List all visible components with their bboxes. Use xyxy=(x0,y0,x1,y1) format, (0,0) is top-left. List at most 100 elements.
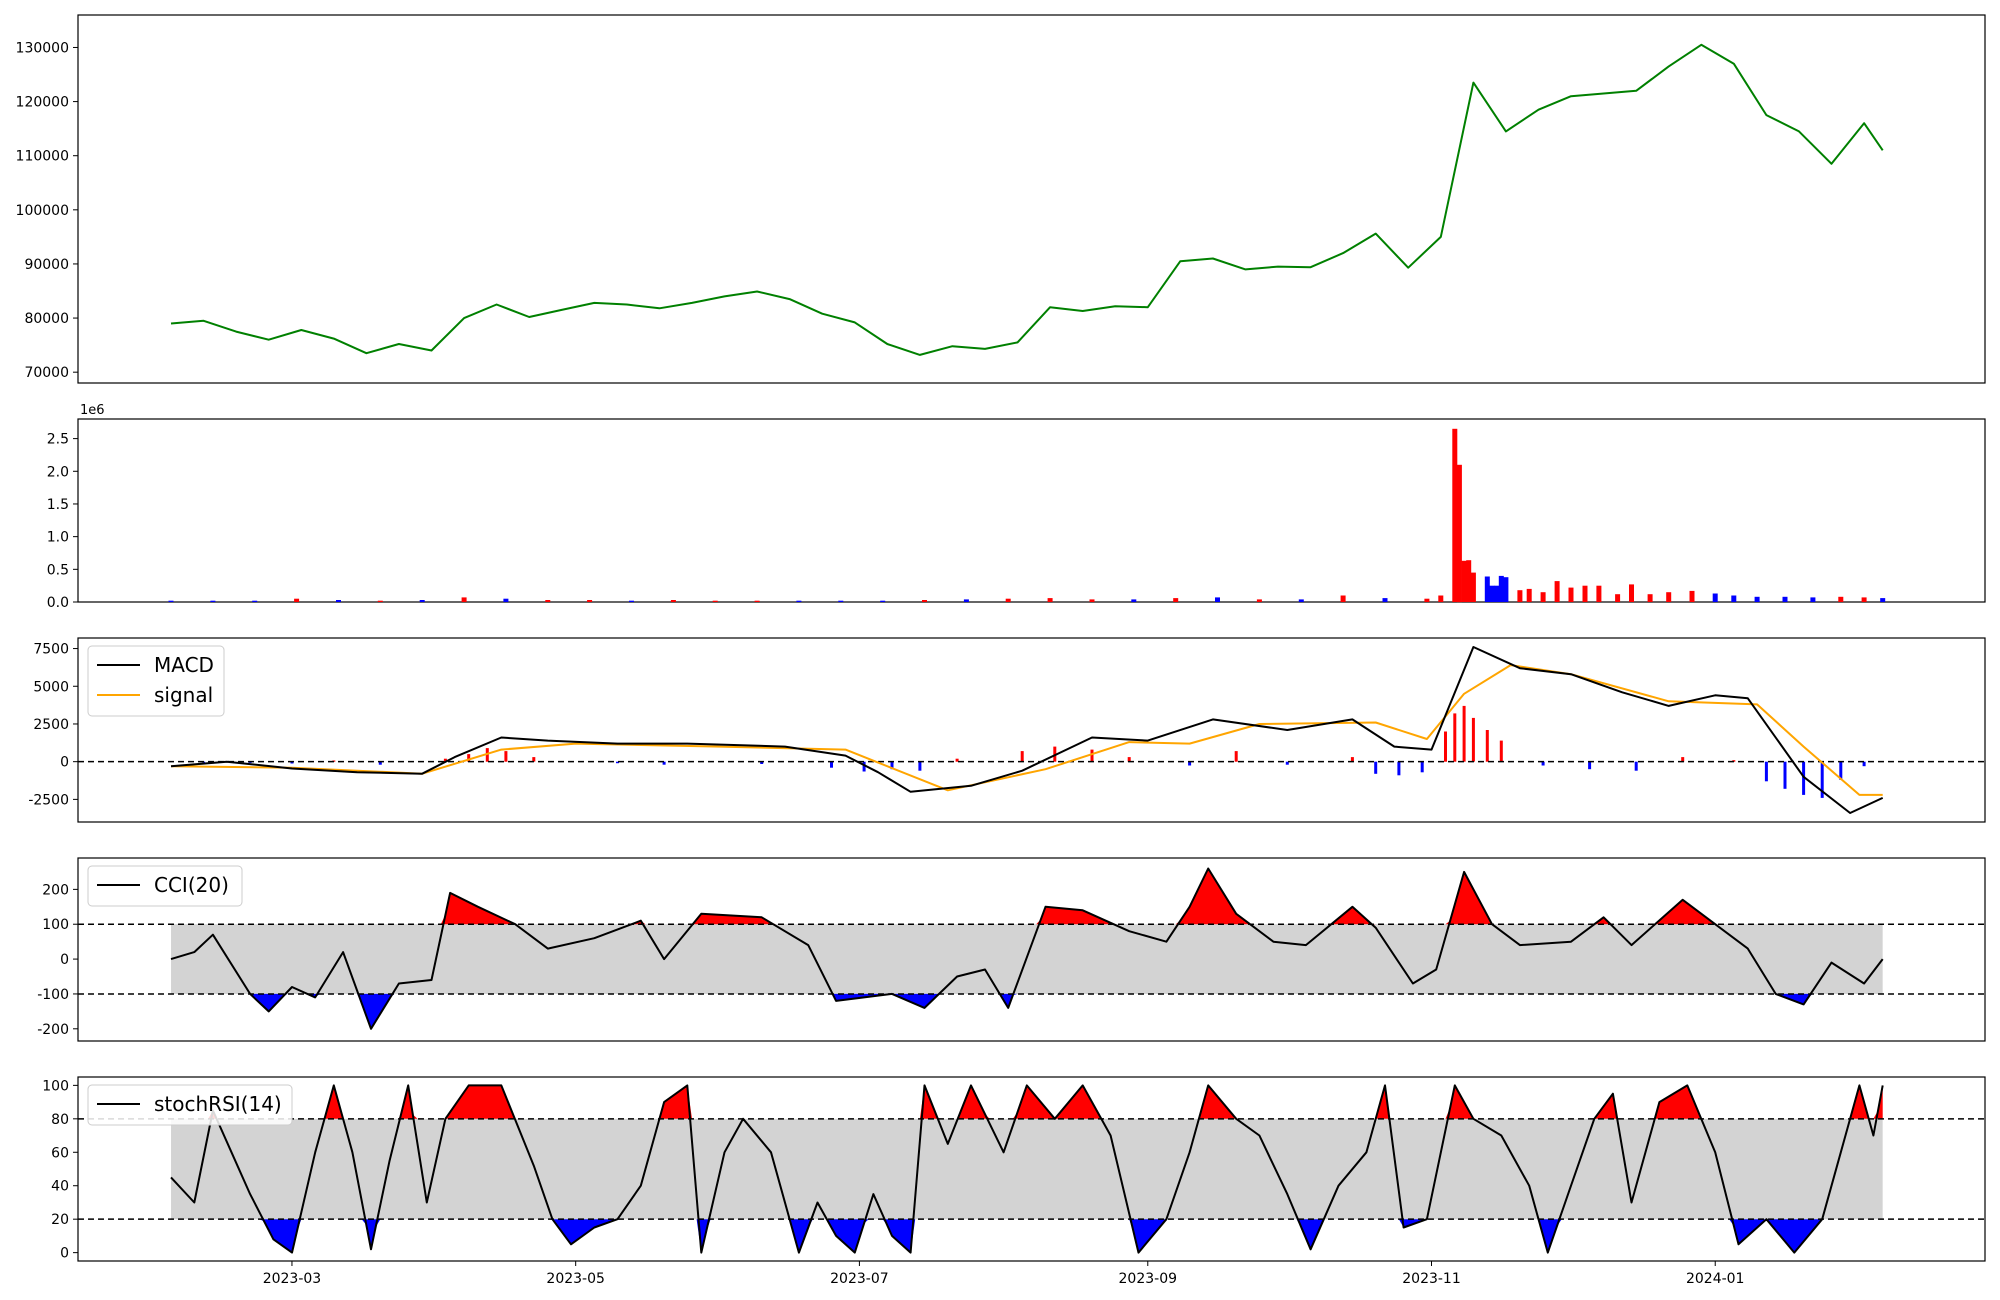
macd-legend-box xyxy=(87,645,225,717)
volume-bar xyxy=(1470,572,1476,602)
x-tick-label: 2023-11 xyxy=(1402,1271,1461,1287)
cci-series xyxy=(78,867,1985,1030)
volume-bar xyxy=(503,598,509,602)
volume-bar xyxy=(963,599,969,602)
volume-bar xyxy=(294,598,300,602)
volume-bar xyxy=(1256,599,1262,602)
volume-bar xyxy=(1615,594,1621,602)
volume-bar xyxy=(1005,598,1011,602)
macd-histogram-bar xyxy=(1350,757,1354,762)
volume-bar xyxy=(1731,595,1737,602)
volume-bar xyxy=(1340,595,1346,602)
macd-histogram-bar xyxy=(467,754,471,762)
panel-cci: -200 -100 0 100 200 CCI(20) xyxy=(37,857,1986,1042)
volume-bar xyxy=(838,600,844,602)
macd-histogram-bar xyxy=(1090,749,1094,762)
volume-bar xyxy=(1456,464,1462,603)
volume-bar xyxy=(336,600,341,602)
macd-histogram-bar xyxy=(1783,761,1787,789)
volume-bar xyxy=(922,600,927,602)
volume-bar xyxy=(545,600,551,602)
volume-bar xyxy=(1582,585,1588,602)
macd-histogram-bar xyxy=(918,761,922,771)
volume-bar xyxy=(1554,581,1560,602)
panel-stochrsi: 0 20 40 60 80 100 stochRSI(14) xyxy=(42,1076,1986,1262)
macd-histogram-bar xyxy=(532,757,536,762)
price-series xyxy=(170,43,1884,356)
volume-bar xyxy=(1540,592,1546,602)
cci-ytick-label: -100 xyxy=(37,987,69,1003)
macd-histogram-bar xyxy=(1802,761,1806,795)
signal-legend-label: signal xyxy=(154,683,213,707)
macd-histogram-bar xyxy=(1634,761,1638,771)
macd-histogram-bar xyxy=(1020,751,1024,762)
volume-ytick-label: 1.0 xyxy=(47,530,69,546)
macd-histogram-bar xyxy=(290,761,294,764)
volume-ytick-label: 2.0 xyxy=(47,464,69,480)
volume-bar xyxy=(1047,598,1053,602)
volume-plot-area xyxy=(77,418,1986,603)
volume-bar xyxy=(1861,597,1867,602)
macd-histogram-bar xyxy=(890,761,894,770)
panel-volume: 0.0 0.5 1.0 1.5 2.0 2.5 1e6 xyxy=(47,403,1986,611)
macd-line xyxy=(170,646,1884,814)
volume-bar xyxy=(1089,599,1095,602)
macd-histogram-bar xyxy=(1499,740,1503,762)
volume-bar xyxy=(1838,596,1844,602)
shared-x-axis: 2023-03 2023-05 2023-07 2023-09 2023-11 2024-… xyxy=(263,1261,1745,1287)
volume-bar xyxy=(1880,598,1886,602)
volume-bar xyxy=(461,597,467,602)
volume-bar xyxy=(1754,596,1760,602)
price-ytick-label: 130000 xyxy=(16,40,69,56)
volume-bar xyxy=(712,600,718,602)
macd-legend: MACD signal xyxy=(87,645,225,717)
price-ytick-label: 70000 xyxy=(24,365,69,381)
macd-histogram-bar xyxy=(1374,761,1378,774)
macd-ytick-label: -2500 xyxy=(28,792,69,808)
x-tick-label: 2024-01 xyxy=(1686,1271,1745,1287)
macd-histogram-bar xyxy=(1127,757,1131,762)
price-ytick-label: 100000 xyxy=(16,203,69,219)
volume-bar xyxy=(1494,585,1500,602)
volume-bar xyxy=(1489,585,1495,602)
volume-ytick-label: 0.0 xyxy=(47,595,69,611)
cci-line xyxy=(170,867,1884,1030)
macd-histogram-bar xyxy=(760,761,764,764)
volume-bar xyxy=(1568,587,1574,602)
volume-bar xyxy=(1131,599,1137,602)
stochrsi-legend-box xyxy=(87,1084,293,1126)
volume-bars xyxy=(168,428,1886,603)
volume-bar xyxy=(1526,588,1532,602)
cci-ytick-label: 0 xyxy=(60,952,69,968)
volume-bar xyxy=(1382,598,1388,602)
macd-series xyxy=(78,646,1985,814)
volume-bar xyxy=(1810,597,1816,602)
cci-legend: CCI(20) xyxy=(87,865,243,907)
volume-scale-label: 1e6 xyxy=(80,403,105,418)
volume-bar xyxy=(1215,597,1220,602)
stochrsi-band xyxy=(171,1118,1883,1220)
volume-bar xyxy=(880,600,886,602)
volume-ytick-label: 1.5 xyxy=(47,497,69,513)
macd-histogram-bar xyxy=(1188,761,1192,766)
panel-price: 70000 80000 90000 100000 110000 120000 130000 xyxy=(16,14,1986,384)
volume-bar xyxy=(1461,560,1467,602)
volume-bar xyxy=(1298,599,1304,602)
stochrsi-line xyxy=(170,1084,1884,1254)
volume-bar xyxy=(1596,585,1602,602)
stochrsi-ytick-label: 80 xyxy=(51,1112,69,1128)
volume-bar xyxy=(1503,577,1509,602)
x-tick-label: 2023-03 xyxy=(263,1271,322,1287)
macd-histogram-bar xyxy=(1764,761,1768,782)
volume-bar xyxy=(1629,584,1634,602)
panel-macd: -2500 0 2500 5000 7500 MACD signal xyxy=(28,637,1986,823)
x-tick-label: 2023-05 xyxy=(546,1271,605,1287)
macd-histogram-bar xyxy=(1862,761,1866,767)
macd-ytick-label: 0 xyxy=(60,755,69,771)
macd-histogram-bar xyxy=(1444,731,1447,762)
volume-ytick-label: 0.5 xyxy=(47,562,69,578)
macd-histogram-bar xyxy=(1462,705,1466,762)
volume-bar xyxy=(1517,590,1523,602)
macd-ytick-label: 2500 xyxy=(33,717,69,733)
